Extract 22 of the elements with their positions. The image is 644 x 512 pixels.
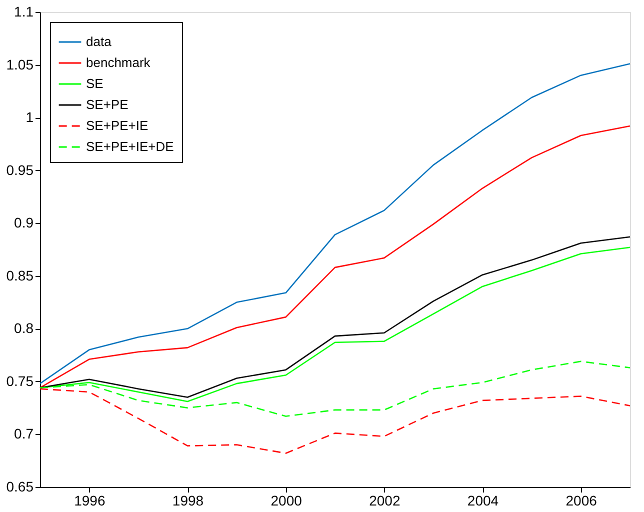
x-tick-label: 2006 <box>566 492 598 508</box>
y-tick-label: 0.65 <box>6 478 34 494</box>
legend-label: benchmark <box>86 55 151 70</box>
y-tick-label: 0.8 <box>14 320 34 336</box>
legend-label: data <box>86 34 112 49</box>
y-tick-label: 1 <box>26 109 34 126</box>
y-tick-label: 0.7 <box>14 426 34 442</box>
y-tick-label: 0.85 <box>6 267 34 284</box>
legend-label: SE+PE+IE <box>86 118 148 133</box>
y-tick-label: 1.05 <box>6 56 34 72</box>
x-tick-label: 2004 <box>467 492 499 508</box>
y-tick-label: 0.75 <box>6 372 34 389</box>
x-tick-label: 1998 <box>172 492 204 508</box>
x-tick-label: 1996 <box>74 492 106 508</box>
y-tick-label: 1.1 <box>14 4 34 20</box>
legend-label: SE+PE+IE+DE <box>86 139 174 154</box>
legend-label: SE+PE <box>86 97 129 112</box>
x-tick-label: 2002 <box>369 492 400 508</box>
y-tick-label: 0.9 <box>14 214 34 231</box>
x-tick-label: 2000 <box>270 492 302 508</box>
legend-label: SE <box>86 76 104 91</box>
y-tick-label: 0.95 <box>6 162 34 178</box>
